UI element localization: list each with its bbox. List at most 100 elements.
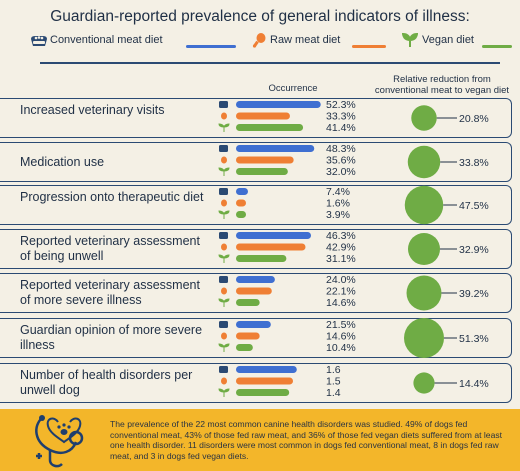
bar-vegan (236, 168, 288, 175)
leaf-icon (218, 167, 230, 176)
indicator-label: Reported veterinary assessment of more s… (20, 278, 200, 307)
leaf-icon (218, 343, 230, 352)
leaf-icon (218, 123, 230, 132)
bar-vegan (236, 255, 287, 262)
drumstick-icon (221, 199, 227, 207)
bar-vegan (236, 124, 304, 131)
bar-value-label: 7.4% (326, 186, 350, 198)
legend-label-conventional: Conventional meat diet (50, 34, 163, 46)
drumstick-icon (221, 112, 227, 120)
bar-value-label: 42.9% (326, 242, 356, 254)
bar-conventional (236, 321, 271, 328)
drumstick-icon (221, 243, 227, 251)
bar-value-label: 1.4 (326, 387, 341, 399)
bar-value-label: 1.5 (326, 376, 341, 388)
dog-food-bowl-icon (219, 101, 228, 108)
bar-raw (236, 199, 246, 207)
footer-panel: The prevalence of the 22 most common can… (0, 409, 520, 471)
bar-value-label: 31.1% (326, 253, 356, 265)
reduction-value-label: 47.5% (459, 200, 489, 212)
legend-line-raw (352, 45, 386, 48)
bar-value-label: 24.0% (326, 274, 356, 286)
bar-raw (236, 287, 272, 295)
reduction-bubble (406, 275, 442, 311)
reduction-bubble (407, 232, 441, 266)
bar-value-label: 14.6% (326, 297, 356, 309)
bar-value-label: 3.9% (326, 209, 350, 221)
drumstick-icon (252, 33, 266, 48)
reduction-value-label: 32.9% (459, 244, 489, 256)
bar-vegan (236, 211, 246, 218)
reduction-bubble (404, 318, 444, 358)
reduction-bubble (407, 145, 441, 179)
indicator-label: Progression onto therapeutic diet (20, 190, 204, 204)
bar-value-label: 48.3% (326, 143, 356, 155)
leaf-icon (218, 298, 230, 307)
reduction-value-label: 20.8% (459, 113, 489, 125)
reduction-header: Relative reduction from conventional mea… (374, 74, 510, 96)
drumstick-icon (221, 156, 227, 164)
bar-conventional (236, 188, 248, 195)
bar-conventional (236, 145, 315, 152)
bar-conventional (236, 276, 275, 283)
bar-value-label: 1.6 (326, 364, 341, 376)
dog-food-bowl-icon (219, 232, 228, 239)
bar-conventional (236, 232, 312, 239)
reduction-value-label: 39.2% (459, 288, 489, 300)
leaf-icon (218, 254, 230, 263)
bar-raw (236, 156, 294, 164)
bar-conventional (236, 101, 321, 108)
legend-line-vegan (482, 45, 512, 48)
reduction-value-label: 33.8% (459, 157, 489, 169)
chart-plot: 52.3%33.3%41.4% 20.8% 48.3%35.6%32.0% 33.8%… (218, 99, 489, 399)
bar-value-label: 52.3% (326, 99, 356, 111)
indicator-label: Reported veterinary assessment of being … (20, 234, 200, 263)
leaf-icon (218, 210, 230, 219)
bar-value-label: 35.6% (326, 155, 356, 167)
chart-title: Guardian-reported prevalence of general … (50, 8, 470, 25)
bar-raw (236, 112, 290, 120)
bar-value-label: 14.6% (326, 331, 356, 343)
bar-value-label: 10.4% (326, 342, 356, 354)
drumstick-icon (221, 287, 227, 295)
stethoscope-paw-icon (34, 415, 84, 468)
bar-raw (236, 377, 293, 385)
bar-value-label: 1.6% (326, 198, 350, 210)
indicator-label: Medication use (20, 154, 105, 169)
reduction-value-label: 14.4% (459, 378, 489, 390)
dog-food-bowl-icon (31, 36, 47, 46)
drumstick-icon (221, 332, 227, 340)
bar-value-label: 32.0% (326, 166, 356, 178)
indicator-label: Increased veterinary visits (20, 103, 165, 117)
legend-line-conventional (186, 45, 236, 48)
dog-food-bowl-icon (219, 321, 228, 328)
bar-raw (236, 243, 306, 251)
indicator-label: Number of health disorders per unwell do… (20, 368, 193, 397)
occurrence-header: Occurrence (268, 83, 318, 94)
reduction-bubble (404, 185, 444, 225)
legend-divider (40, 62, 500, 64)
dog-food-bowl-icon (219, 366, 228, 373)
reduction-value-label: 51.3% (459, 333, 489, 345)
dog-food-bowl-icon (219, 145, 228, 152)
leaf-icon (402, 32, 418, 47)
legend-label-raw: Raw meat diet (270, 34, 341, 46)
bar-vegan (236, 344, 253, 351)
dog-food-bowl-icon (219, 188, 228, 195)
bar-value-label: 41.4% (326, 122, 356, 134)
bar-raw (236, 332, 260, 340)
reduction-bubble (411, 105, 437, 131)
drumstick-icon (221, 377, 227, 385)
legend: Conventional meat diet Raw meat diet Veg… (30, 30, 512, 60)
bar-value-label: 33.3% (326, 111, 356, 123)
bar-value-label: 46.3% (326, 230, 356, 242)
bar-vegan (236, 299, 260, 306)
dog-food-bowl-icon (219, 276, 228, 283)
bar-vegan (236, 389, 290, 396)
bar-conventional (236, 366, 297, 373)
reduction-bubble (413, 372, 435, 394)
bar-value-label: 22.1% (326, 286, 356, 298)
indicator-label: Guardian opinion of more severe illness (20, 323, 203, 352)
footer-text: The prevalence of the 22 most common can… (110, 419, 503, 461)
leaf-icon (218, 388, 230, 397)
